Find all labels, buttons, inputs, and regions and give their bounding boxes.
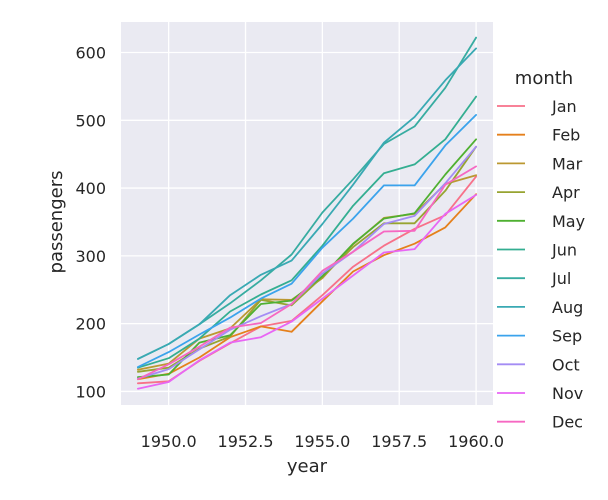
y-tick-label: 400: [75, 179, 106, 198]
legend-label-may: May: [552, 212, 585, 231]
legend-label-feb: Feb: [552, 126, 580, 145]
legend-label-oct: Oct: [552, 355, 580, 374]
legend-label-mar: Mar: [552, 154, 583, 173]
legend-label-dec: Dec: [552, 413, 583, 432]
plot-background: [121, 22, 493, 405]
x-tick-label: 1957.5: [371, 432, 427, 451]
series-line-aug: [136, 47, 478, 360]
y-tick-label: 100: [75, 382, 106, 401]
x-tick-label: 1955.0: [294, 432, 350, 451]
x-tick-label: 1950.0: [141, 432, 197, 451]
y-axis-label: passengers: [46, 171, 67, 274]
series-line-nov: [136, 193, 478, 390]
series-line-jun: [136, 95, 478, 369]
legend-label-jan: Jan: [551, 97, 577, 116]
series-line-dec: [136, 165, 478, 381]
x-axis-ticks: 1950.0 1952.5 1955.0 1957.5 1960.0: [141, 432, 504, 451]
x-axis-label: year: [287, 456, 328, 477]
legend-label-aug: Aug: [552, 298, 583, 317]
y-tick-label: 500: [75, 111, 106, 130]
legend: Jan Feb Mar Apr May Jun Jul Aug Sep Oct Nov Dec: [497, 97, 585, 432]
legend-label-sep: Sep: [552, 327, 582, 346]
legend-label-jun: Jun: [551, 241, 577, 260]
y-tick-label: 200: [75, 315, 106, 334]
legend-label-jul: Jul: [551, 269, 571, 288]
series-line-oct: [136, 145, 478, 380]
x-tick-label: 1960.0: [448, 432, 504, 451]
y-tick-label: 300: [75, 247, 106, 266]
y-axis-ticks: 100 200 300 400 500 600: [75, 44, 106, 402]
legend-title: month: [515, 68, 573, 89]
series-line-sep: [136, 114, 478, 368]
legend-label-apr: Apr: [552, 183, 580, 202]
y-tick-label: 600: [75, 44, 106, 63]
series-lines: [136, 36, 478, 390]
x-tick-label: 1952.5: [218, 432, 274, 451]
legend-label-nov: Nov: [552, 384, 583, 403]
series-line-feb: [136, 193, 478, 381]
